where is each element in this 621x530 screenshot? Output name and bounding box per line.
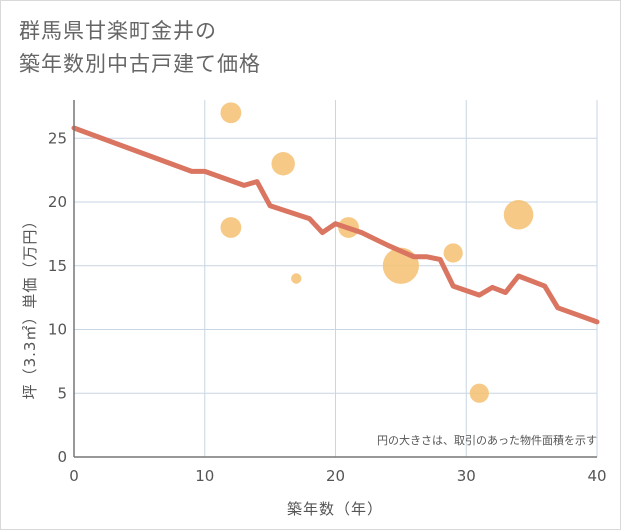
bubble-size-note: 円の大きさは、取引のあった物件面積を示す bbox=[377, 433, 597, 447]
trend-line-series bbox=[71, 125, 600, 325]
chart-title: 群馬県甘楽町金井の 築年数別中古戸建て価格 bbox=[19, 15, 261, 81]
chart-title-line-2: 築年数別中古戸建て価格 bbox=[19, 52, 261, 76]
bubble-series bbox=[220, 102, 534, 403]
x-tick-label: 0 bbox=[69, 467, 79, 485]
x-tick-label: 30 bbox=[457, 467, 476, 485]
x-axis-title: 築年数（年） bbox=[287, 500, 383, 518]
grid-lines bbox=[74, 100, 598, 457]
y-tick-label: 0 bbox=[57, 448, 67, 466]
y-tick-label: 10 bbox=[48, 321, 67, 339]
price-trend-line bbox=[71, 125, 600, 325]
y-tick-label: 5 bbox=[57, 384, 67, 402]
y-tick-label: 15 bbox=[48, 257, 67, 275]
x-tick-label: 40 bbox=[587, 467, 606, 485]
chart-title-line-1: 群馬県甘楽町金井の bbox=[19, 19, 217, 43]
bubble-point-3 bbox=[271, 152, 295, 176]
bubble-point-2 bbox=[220, 217, 242, 238]
bubble-point-7 bbox=[443, 243, 463, 263]
bubble-point-1 bbox=[220, 102, 242, 124]
axes bbox=[73, 100, 597, 458]
x-tick-label: 10 bbox=[195, 467, 214, 485]
y-axis-title: 坪（3.3㎡）単価（万円） bbox=[21, 213, 39, 400]
bubble-point-8 bbox=[469, 383, 489, 403]
bubble-point-4 bbox=[291, 273, 302, 284]
x-tick-label: 20 bbox=[326, 467, 345, 485]
y-tick-label: 20 bbox=[48, 193, 67, 211]
y-tick-label: 25 bbox=[48, 129, 67, 147]
bubble-point-9 bbox=[503, 199, 534, 230]
tick-labels: 0 5 10 15 20 25 0 10 20 30 40 bbox=[48, 129, 607, 485]
